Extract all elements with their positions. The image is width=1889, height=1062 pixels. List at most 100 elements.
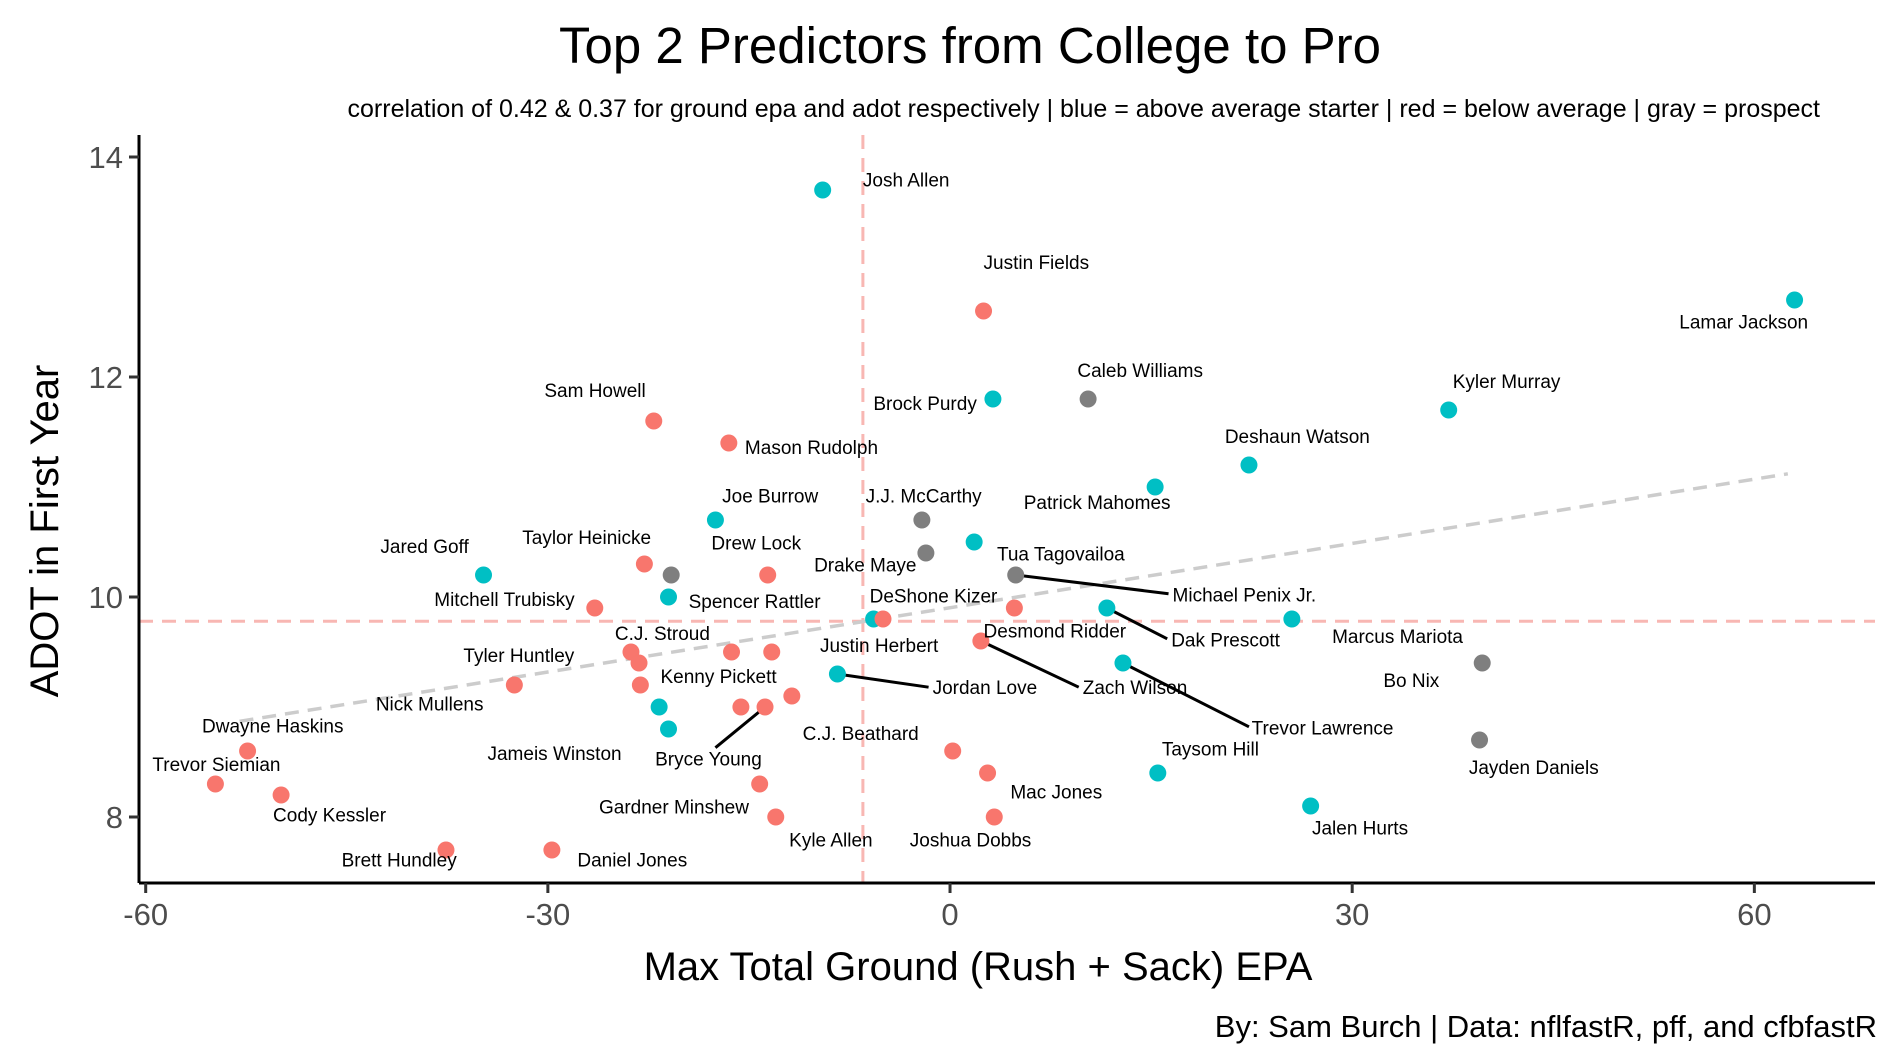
point-label: Lamar Jackson [1679, 313, 1808, 334]
point-label: Bryce Young [655, 749, 762, 770]
point-label: Taysom Hill [1162, 739, 1259, 760]
point-label: Spencer Rattler [689, 592, 822, 613]
point-label: Trevor Siemian [152, 755, 280, 776]
point-label: Marcus Mariota [1332, 627, 1463, 648]
point-label: Bo Nix [1383, 671, 1439, 692]
label-connectors [714, 573, 1250, 749]
chart-title: Top 2 Predictors from College to Pro [559, 17, 1381, 74]
point-label: Cody Kessler [273, 805, 387, 826]
point-label: Trevor Lawrence [1252, 719, 1394, 740]
data-point [645, 412, 663, 430]
point-label: Patrick Mahomes [1024, 493, 1171, 514]
point-label: C.J. Stroud [615, 624, 710, 645]
point-label: Tyler Huntley [463, 646, 574, 667]
point-label: Joe Burrow [722, 486, 818, 507]
label-connector [1015, 573, 1169, 596]
y-tick-label: 10 [89, 580, 123, 615]
data-point [917, 544, 935, 562]
data-point [763, 643, 781, 661]
point-label: Desmond Ridder [984, 622, 1127, 643]
y-axis-title: ADOT in First Year [23, 365, 67, 698]
data-point [706, 511, 724, 529]
data-point [660, 588, 678, 606]
data-point [720, 434, 738, 452]
point-label: Nick Mullens [376, 694, 484, 715]
chart-caption: By: Sam Burch | Data: nflfastR, pff, and… [1215, 1009, 1877, 1044]
point-label: Taylor Heinicke [522, 528, 651, 549]
data-point [1079, 390, 1097, 408]
chart-subtitle: correlation of 0.42 & 0.37 for ground ep… [348, 95, 1821, 123]
data-point [723, 643, 741, 661]
data-point [1149, 764, 1167, 782]
point-label: Justin Fields [984, 253, 1090, 274]
point-label: Zach Wilson [1083, 678, 1188, 699]
point-label: C.J. Beathard [803, 724, 919, 745]
data-point [1007, 566, 1025, 584]
point-label: Jared Goff [380, 537, 469, 558]
data-point [505, 676, 523, 694]
data-point [239, 742, 257, 760]
data-point [1471, 731, 1489, 749]
data-point [635, 555, 653, 573]
y-tick-label: 14 [89, 140, 123, 175]
data-point [732, 698, 750, 716]
axes: -60 -30 0 30 60 8 10 12 14 [89, 135, 1875, 932]
point-label: Brock Purdy [873, 394, 977, 415]
data-point [814, 181, 832, 199]
x-tick-label: 0 [941, 897, 958, 932]
reference-lines [139, 135, 1875, 883]
data-point [586, 599, 604, 617]
point-label: Daniel Jones [577, 851, 687, 872]
data-point [543, 841, 561, 859]
point-label: Justin Herbert [820, 636, 939, 657]
data-point [979, 764, 997, 782]
data-point [631, 676, 649, 694]
point-label: Caleb Williams [1077, 361, 1203, 382]
data-point [1240, 456, 1258, 474]
data-point [1786, 291, 1804, 309]
data-point [751, 775, 769, 793]
data-point [984, 390, 1002, 408]
point-label: Sam Howell [544, 381, 645, 402]
point-label: Kyler Murray [1453, 372, 1561, 393]
point-label: J.J. McCarthy [866, 486, 983, 507]
data-point [828, 665, 846, 683]
point-labels: Josh Allen Lamar Jackson Justin Fields Cale… [152, 171, 1808, 872]
data-point [972, 632, 990, 650]
point-label: Brett Hundley [342, 851, 458, 872]
data-point [874, 610, 892, 628]
data-point [913, 511, 931, 529]
data-point [437, 841, 455, 859]
data-point [975, 302, 993, 320]
point-label: Kenny Pickett [660, 667, 777, 688]
data-point [944, 742, 962, 760]
point-label: DeShone Kizer [870, 587, 998, 608]
point-label: Mac Jones [1010, 782, 1102, 803]
point-label: Jordan Love [933, 678, 1038, 699]
data-point [630, 654, 648, 672]
label-connector [714, 705, 766, 749]
x-tick-label: 30 [1335, 897, 1369, 932]
point-label: Michael Penix Jr. [1173, 585, 1317, 606]
point-label: Mitchell Trubisky [434, 590, 575, 611]
point-label: Kyle Allen [789, 831, 872, 852]
data-point [475, 566, 493, 584]
point-label: Deshaun Watson [1225, 427, 1370, 448]
y-tick-label: 8 [106, 800, 123, 835]
data-point [1473, 654, 1491, 672]
point-label: Dwayne Haskins [202, 716, 344, 737]
point-label: Dak Prescott [1171, 631, 1280, 652]
data-point [1146, 478, 1164, 496]
data-point [662, 566, 680, 584]
label-connector [1106, 606, 1168, 641]
data-points [206, 181, 1804, 859]
point-label: Drake Maye [814, 556, 916, 577]
y-tick-label: 12 [89, 360, 123, 395]
x-tick-label: 60 [1737, 897, 1771, 932]
data-point [1440, 401, 1458, 419]
data-point [1283, 610, 1301, 628]
x-tick-label: -30 [525, 897, 570, 932]
data-point [767, 808, 785, 826]
